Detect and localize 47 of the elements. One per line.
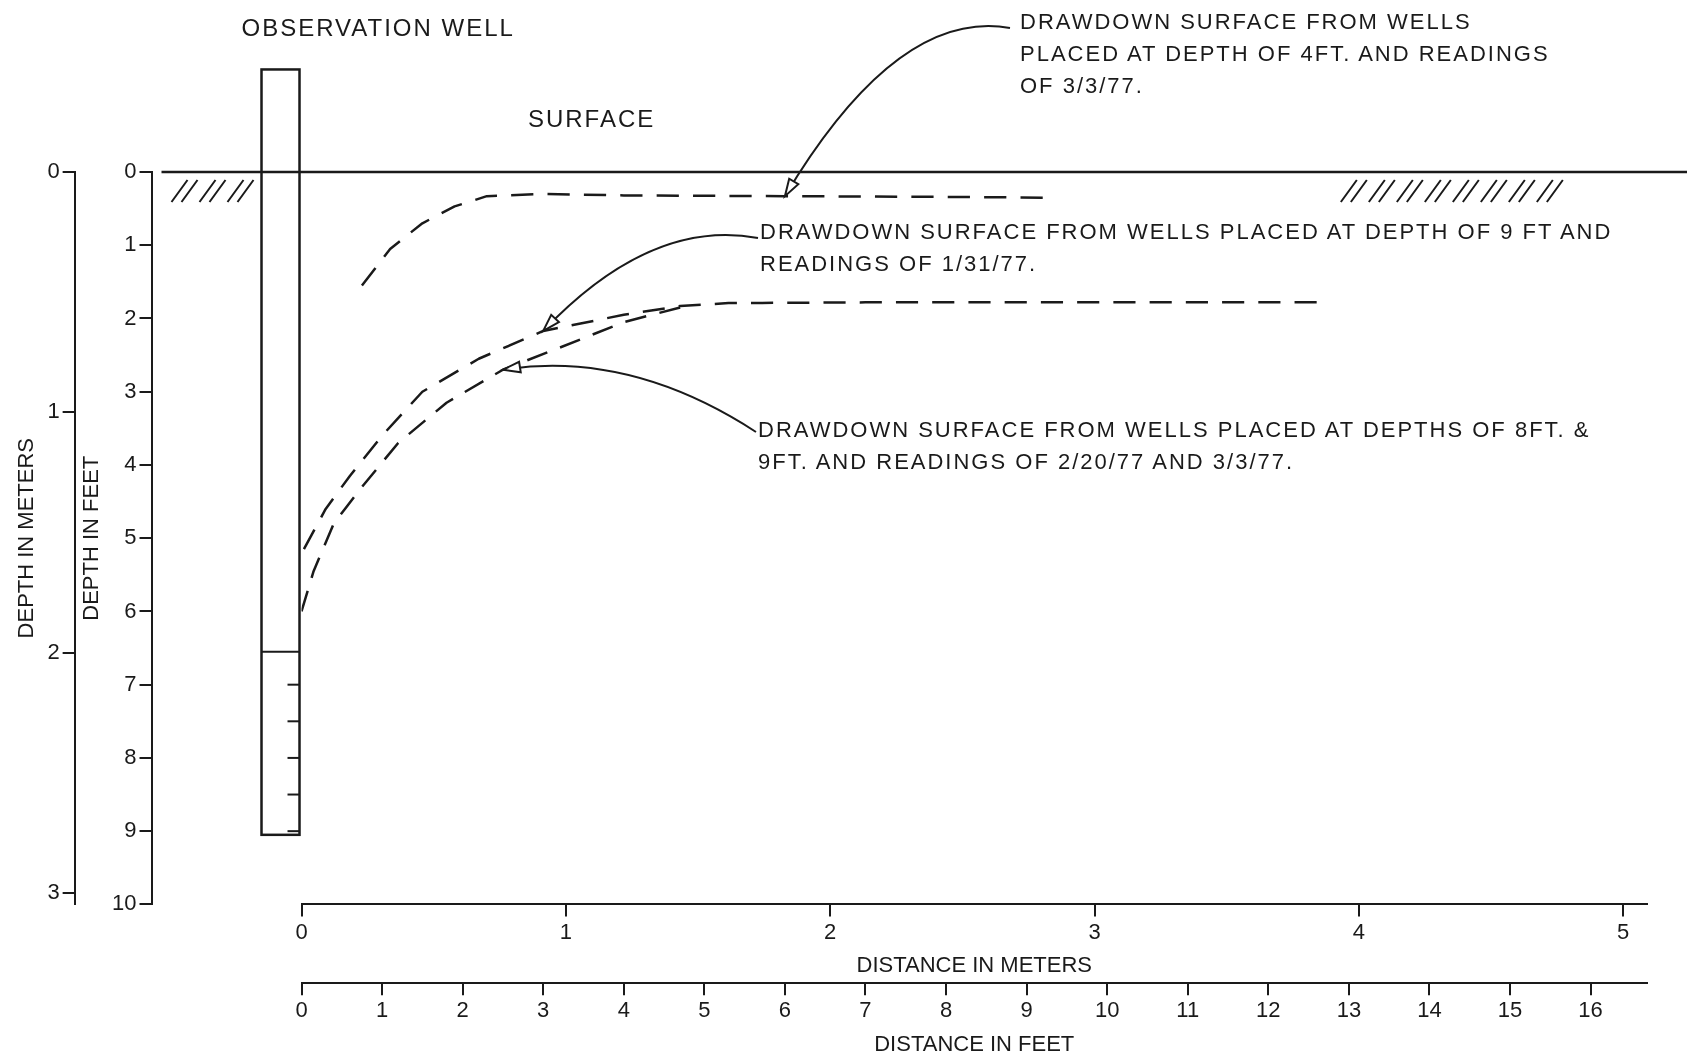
x-tick-label: 4 <box>617 997 630 1023</box>
y-tick-label: 6 <box>124 597 137 623</box>
x-tick-label: 14 <box>1417 997 1442 1023</box>
y-tick-label: 7 <box>124 670 137 696</box>
y-tick-label: 9 <box>124 817 137 843</box>
x-tick-label: 11 <box>1176 997 1200 1023</box>
x2-tick-label: 1 <box>559 918 572 944</box>
y-tick-label: 4 <box>124 451 137 477</box>
x-tick-label: 0 <box>295 997 308 1023</box>
x2-tick-label: 3 <box>1088 918 1101 944</box>
y-tick-label: 10 <box>112 890 137 916</box>
x-tick-label: 13 <box>1336 997 1362 1023</box>
x2-tick-label: 5 <box>1617 918 1630 944</box>
x-tick-label: 12 <box>1256 997 1281 1023</box>
y2-tick-label: 1 <box>47 398 60 424</box>
x-tick-label: 6 <box>778 997 792 1023</box>
y-tick-label: 3 <box>124 377 137 403</box>
x2-tick-label: 0 <box>295 918 308 944</box>
x-tick-label: 7 <box>859 997 872 1023</box>
x-tick-label: 1 <box>375 997 389 1023</box>
y2-tick-label: 3 <box>47 878 60 904</box>
annotation: DRAWDOWN SURFACE FROM WELLS PLACED AT DEPTHS OF 8FT. & 9FT. AND READINGS OF 2/20/77 AND 3/3/77. <box>758 416 1592 476</box>
y-tick-label: 0 <box>124 158 137 184</box>
annotation: DRAWDOWN SURFACE FROM WELLS PLACED AT DEPTH OF 4FT. AND READINGS OF 3/3/77. <box>1020 8 1551 100</box>
x-tick-label: 10 <box>1094 997 1120 1023</box>
x-tick-label: 5 <box>698 997 711 1023</box>
x-axis-title: DISTANCE IN FEET <box>874 1030 1075 1056</box>
y-tick-label: 8 <box>124 743 137 769</box>
x2-axis-title: DISTANCE IN METERS <box>856 952 1093 978</box>
y2-tick-label: 0 <box>47 158 60 184</box>
x-tick-label: 3 <box>537 997 550 1023</box>
x-tick-label: 15 <box>1497 997 1523 1023</box>
y2-axis-title: DEPTH IN METERS <box>13 437 39 639</box>
x-tick-label: 8 <box>939 997 953 1023</box>
ref-line-label: SURFACE <box>527 105 656 132</box>
y2-tick-label: 2 <box>47 638 60 664</box>
x2-tick-label: 2 <box>824 918 837 944</box>
y-tick-label: 5 <box>124 524 137 550</box>
annotation: DRAWDOWN SURFACE FROM WELLS PLACED AT DEPTH OF 9 FT AND READINGS OF 1/31/77. <box>760 218 1614 278</box>
x-tick-label: 9 <box>1020 997 1033 1023</box>
y-tick-label: 1 <box>124 231 137 257</box>
x-tick-label: 2 <box>456 997 469 1023</box>
x2-tick-label: 4 <box>1352 918 1365 944</box>
y-tick-label: 2 <box>124 304 137 330</box>
x-tick-label: 16 <box>1578 997 1603 1023</box>
y-axis-title: DEPTH IN FEET <box>77 455 103 621</box>
text: OBSERVATION WELL <box>241 13 515 43</box>
